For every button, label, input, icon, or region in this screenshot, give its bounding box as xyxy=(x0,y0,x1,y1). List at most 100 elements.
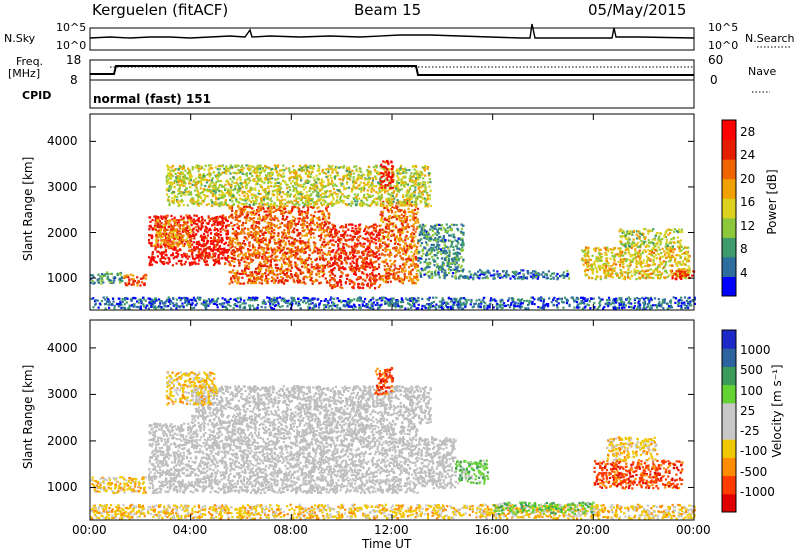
rti-cell xyxy=(330,194,334,197)
rti-cell xyxy=(207,164,211,167)
rti-cell xyxy=(420,171,423,174)
rti-cell xyxy=(268,231,271,235)
rti-cell xyxy=(201,217,204,220)
rti-cell xyxy=(173,219,176,222)
rti-cell xyxy=(388,193,391,196)
rti-cell xyxy=(410,273,413,276)
rti-cell xyxy=(387,253,390,256)
rti-cell xyxy=(403,218,406,221)
rti-cell xyxy=(331,171,334,174)
rti-cell xyxy=(338,267,341,270)
rti-cell xyxy=(346,274,349,277)
rti-cell xyxy=(252,231,256,234)
rti-cell xyxy=(335,166,339,169)
rti-cell xyxy=(183,229,186,232)
rti-cell xyxy=(249,258,252,261)
rti-cell xyxy=(333,176,336,179)
rti-cell xyxy=(157,230,160,233)
rti-cell xyxy=(266,257,269,260)
rti-cell xyxy=(423,167,426,170)
rti-cell xyxy=(356,193,359,196)
rti-cell xyxy=(252,228,256,231)
rti-cell xyxy=(400,188,403,191)
rti-cell xyxy=(319,239,322,242)
rti-cell xyxy=(196,223,199,226)
rti-cell xyxy=(205,237,208,240)
rti-cell xyxy=(396,214,399,217)
rti-cell xyxy=(339,281,342,284)
rti-cell xyxy=(297,210,300,213)
rti-cell xyxy=(197,220,200,223)
rti-cell xyxy=(217,175,220,178)
rti-cell xyxy=(196,203,199,206)
rti-cell xyxy=(269,235,272,238)
rti-cell xyxy=(359,242,362,245)
rti-cell xyxy=(245,256,248,259)
rti-cell xyxy=(407,255,411,258)
rti-cell xyxy=(371,254,374,257)
rti-cell xyxy=(313,242,316,245)
rti-cell xyxy=(409,235,412,238)
rti-cell xyxy=(381,205,384,208)
rti-cell xyxy=(166,220,169,223)
rti-cell xyxy=(321,179,324,182)
rti-cell xyxy=(284,241,287,244)
rti-cell xyxy=(269,255,272,258)
rti-cell xyxy=(278,259,281,262)
rti-cell xyxy=(198,242,201,245)
rti-cell xyxy=(280,263,284,266)
rti-cell xyxy=(391,215,394,219)
rti-cell xyxy=(354,246,357,249)
rti-cell xyxy=(261,241,264,244)
rti-cell xyxy=(319,246,322,249)
rti-cell xyxy=(270,215,273,218)
rti-cell xyxy=(366,173,369,176)
rti-cell xyxy=(273,181,277,185)
rti-cell xyxy=(323,229,326,232)
rti-cell xyxy=(170,227,173,230)
rti-cell xyxy=(220,252,223,255)
rti-cell xyxy=(248,241,251,244)
rti-cell xyxy=(322,227,325,230)
rti-cell xyxy=(323,238,326,241)
rti-cell xyxy=(205,203,208,206)
rti-cell xyxy=(331,164,334,167)
rti-cell xyxy=(244,181,247,184)
rti-cell xyxy=(365,203,368,206)
rti-cell xyxy=(177,241,180,244)
rti-cell xyxy=(285,183,288,186)
rti-cell xyxy=(394,211,397,214)
rti-cell xyxy=(338,279,342,282)
rti-cell xyxy=(296,257,299,260)
rti-cell xyxy=(361,286,364,290)
rti-cell xyxy=(277,237,281,241)
rti-cell xyxy=(165,215,168,218)
rti-cell xyxy=(309,197,312,200)
rti-cell xyxy=(250,260,253,263)
rti-cell xyxy=(90,281,93,284)
rti-cell xyxy=(97,281,100,284)
rti-cell xyxy=(372,225,375,228)
rti-cell xyxy=(198,254,201,257)
rti-cell xyxy=(353,283,356,286)
rti-cell xyxy=(190,224,193,227)
rti-cell xyxy=(245,264,248,267)
rti-cell xyxy=(219,215,222,218)
rti-cell xyxy=(197,240,200,243)
rti-cell xyxy=(102,275,105,278)
rti-cell xyxy=(201,244,204,248)
rti-cell xyxy=(236,270,239,273)
rti-cell xyxy=(222,224,225,227)
rti-cell xyxy=(236,215,240,218)
rti-cell xyxy=(295,170,298,173)
rti-cell xyxy=(160,221,163,225)
rti-cell xyxy=(417,192,421,195)
rti-cell xyxy=(272,210,275,213)
rti-cell xyxy=(258,202,261,205)
rti-cell xyxy=(151,252,154,255)
rti-cell xyxy=(302,216,305,219)
rti-cell xyxy=(308,254,311,257)
rti-cell xyxy=(371,177,374,180)
rti-cell xyxy=(240,211,243,214)
rti-cell xyxy=(342,176,345,179)
